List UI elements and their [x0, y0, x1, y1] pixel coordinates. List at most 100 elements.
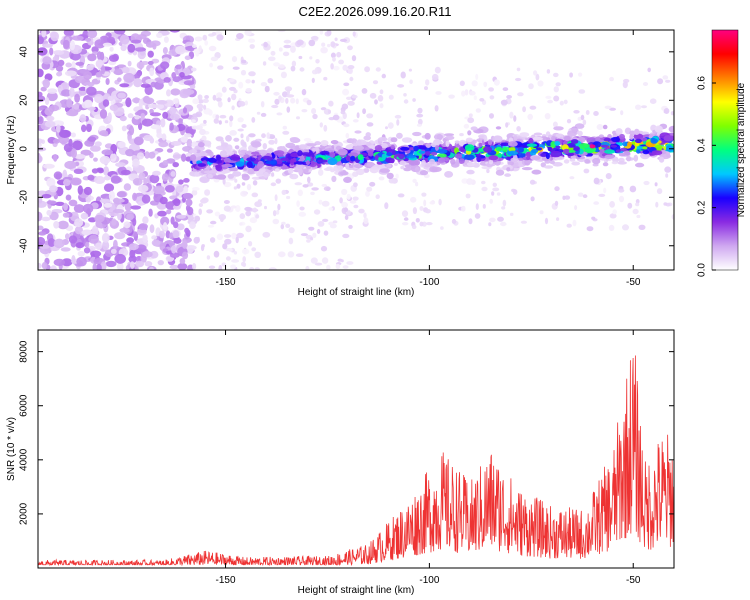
spectrogram-cell: [650, 138, 658, 144]
spectrogram-cell: [633, 128, 640, 135]
spectrogram-cell: [274, 98, 280, 105]
spectrogram-cell: [369, 181, 376, 187]
spectrogram-cell: [230, 154, 241, 161]
spectrogram-cell: [251, 247, 257, 252]
spectrogram-cell: [468, 218, 473, 225]
spectrogram-cell: [665, 151, 671, 158]
spectrogram-cell: [386, 152, 393, 157]
spectrogram-cell: [577, 130, 583, 137]
spectrogram-cell: [461, 205, 466, 212]
spectrogram-cell: [94, 176, 106, 184]
spectrogram-cell: [228, 248, 233, 252]
spectrogram-cell: [171, 245, 177, 254]
spectrogram-cell: [516, 126, 521, 132]
spectrogram-cell: [569, 72, 573, 78]
spectrogram-cell: [156, 103, 165, 110]
spectrogram-cell: [176, 214, 186, 219]
spectrogram-cell: [205, 149, 212, 154]
spectrogram-cell: [68, 199, 78, 207]
spectrogram-cell: [328, 221, 335, 226]
spectrogram-cell: [348, 224, 353, 229]
spectrogram-cell: [60, 89, 72, 97]
spectrogram-cell: [106, 36, 115, 43]
spectrogram-cell: [352, 31, 356, 37]
spectrogram-cell: [156, 156, 161, 162]
y-tick-label: -20: [19, 190, 30, 205]
spectrogram-cell: [128, 243, 139, 251]
spectrogram-cell: [403, 217, 409, 221]
spectrogram-cell: [257, 161, 264, 166]
spectrogram-cell: [593, 201, 600, 205]
spectrogram-cell: [210, 220, 217, 225]
spectrogram-cell: [379, 103, 384, 109]
spectrogram-cell: [603, 137, 612, 142]
spectrogram-cell: [251, 192, 259, 198]
spectrogram-cell: [271, 104, 279, 109]
spectrogram-cell: [475, 73, 479, 80]
spectrogram-cell: [230, 264, 237, 270]
spectrogram-cell: [204, 189, 211, 196]
spectrogram-cell: [245, 88, 252, 93]
spectrogram-cell: [213, 175, 223, 180]
spectrogram-cell: [172, 204, 181, 210]
spectrogram-cell: [217, 65, 224, 70]
spectrogram-cell: [363, 217, 369, 225]
spectrogram-cell: [475, 203, 479, 211]
spectrogram-cell: [141, 118, 153, 127]
spectrogram-cell: [364, 147, 370, 151]
spectrogram-cell: [620, 110, 624, 116]
spectrogram-cell: [221, 262, 227, 267]
spectrogram-cell: [246, 157, 256, 162]
spectrogram-cell: [381, 153, 386, 161]
spectrogram-cell: [384, 202, 389, 210]
spectrogram-cell: [286, 195, 291, 200]
figure-title: C2E2.2026.099.16.20.R11: [299, 4, 452, 19]
spectrogram-cell: [528, 83, 534, 90]
spectrogram-cell: [181, 153, 187, 162]
spectrogram-cell: [245, 79, 251, 84]
spectrogram-cell: [554, 186, 560, 192]
spectrogram-cell: [147, 50, 154, 58]
spectrogram-cell: [202, 34, 208, 41]
spectrogram-cell: [192, 44, 197, 49]
spectrogram-cell: [65, 70, 77, 77]
spectrogram-cell: [248, 133, 256, 138]
spectrogram-cell: [199, 123, 207, 127]
spectrogram-cell: [424, 86, 428, 91]
spectrogram-cell: [489, 95, 495, 100]
spectrogram-cell: [323, 124, 328, 132]
spectrogram-cell: [429, 158, 435, 165]
spectrogram-cell: [282, 130, 290, 135]
spectrogram-cell: [235, 236, 239, 244]
spectrogram-cell: [63, 143, 73, 153]
spectrogram-cell: [264, 85, 270, 93]
spectrogram-cell: [219, 114, 227, 119]
spectrogram-cell: [76, 256, 87, 267]
spectrogram-cell: [627, 202, 633, 209]
spectrogram-cell: [345, 155, 351, 162]
spectrogram-cell: [310, 191, 315, 196]
spectrogram-cell: [561, 144, 569, 151]
spectrogram-cell: [567, 130, 577, 137]
spectrogram-cell: [116, 191, 127, 198]
spectrogram-cell: [356, 168, 365, 176]
spectrogram-cell: [424, 151, 431, 156]
spectrogram-cell: [173, 221, 179, 229]
spectrogram-cell: [381, 143, 388, 149]
spectrogram-cell: [343, 207, 349, 212]
spectrogram-cell: [82, 30, 89, 40]
spectrogram-cell: [217, 100, 223, 108]
spectrogram-cell: [349, 76, 354, 82]
spectrogram-cell: [487, 139, 493, 146]
spectrogram-cell: [336, 51, 342, 58]
spectrogram-cell: [629, 185, 637, 193]
spectrogram-cell: [178, 179, 184, 185]
spectrogram-cell: [634, 138, 642, 144]
spectrogram-cell: [91, 46, 99, 53]
spectrogram-cell: [226, 144, 233, 152]
spectrogram-cell: [71, 35, 84, 41]
spectrogram-cell: [508, 141, 518, 147]
spectrogram-cell: [440, 226, 444, 230]
spectrogram-cell: [238, 101, 246, 107]
spectrogram-cell: [329, 151, 336, 158]
